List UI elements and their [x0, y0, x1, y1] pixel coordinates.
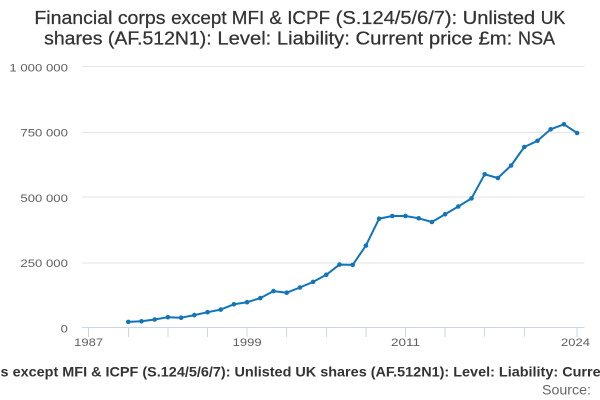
svg-text:750 000: 750 000 — [20, 128, 68, 140]
svg-text:Source:: Source: — [542, 382, 591, 397]
svg-text:250 000: 250 000 — [20, 258, 68, 270]
svg-text:500 000: 500 000 — [20, 193, 68, 205]
svg-text:1999: 1999 — [233, 337, 262, 349]
svg-text:Financial corps except MFI & I: Financial corps except MFI & ICPF (S.124… — [0, 364, 600, 380]
svg-text:1987: 1987 — [74, 337, 103, 349]
svg-text:0: 0 — [61, 323, 68, 335]
svg-text:1 000 000: 1 000 000 — [9, 62, 68, 74]
svg-text:shares (AF.512N1):Level: Liabi: shares (AF.512N1): Level: Liability: Curre… — [44, 29, 555, 49]
svg-text:2011: 2011 — [391, 337, 420, 349]
svg-text:2024: 2024 — [561, 337, 590, 349]
